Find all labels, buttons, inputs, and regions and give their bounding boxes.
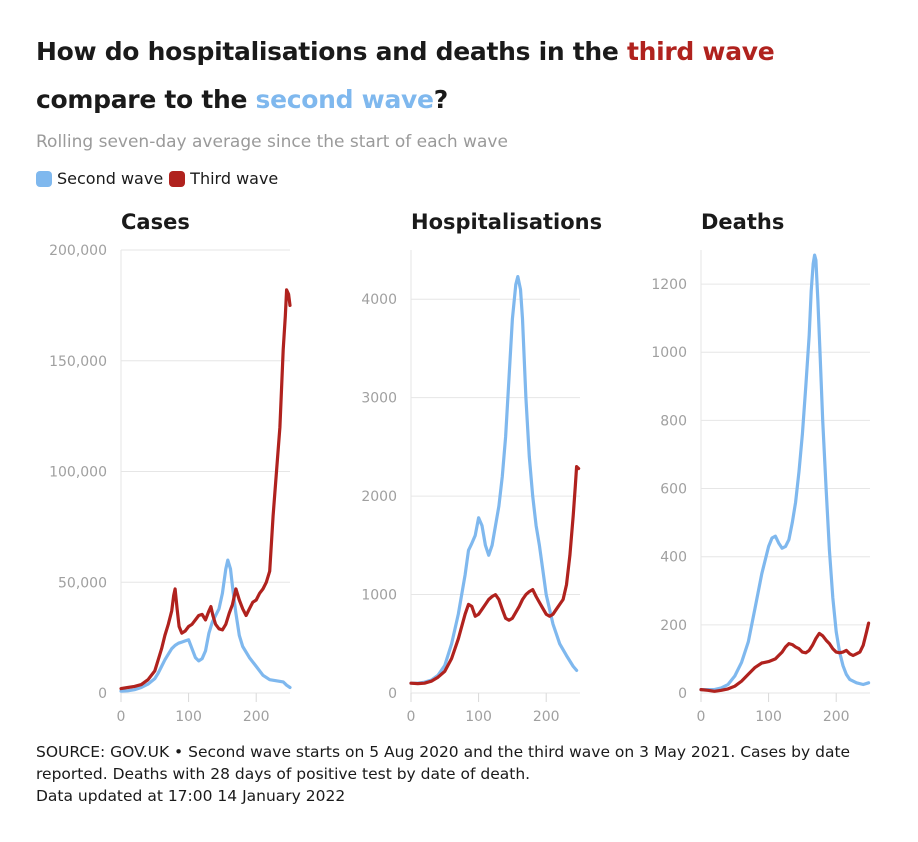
panel-title-cases: Cases — [121, 210, 190, 234]
cases-second-wave-line — [119, 558, 292, 693]
legend: Second wave Third wave — [36, 169, 284, 188]
cases-x-tick-label: 0 — [117, 709, 126, 725]
title-part-2: compare to the — [36, 85, 256, 114]
hospitalisations-y-tick-label: 3000 — [361, 391, 397, 407]
legend-item-third-wave: Third wave — [169, 169, 278, 188]
cases-y-tick-label: 50,000 — [58, 575, 107, 591]
title-part-1: How do hospitalisations and deaths in th… — [36, 37, 627, 66]
deaths-y-tick-label: 1000 — [651, 345, 687, 361]
deaths-y-tick-label: 1200 — [651, 277, 687, 293]
hospitalisations-y-tick-label: 2000 — [361, 489, 397, 505]
hospitalisations-x-tick-label: 0 — [407, 709, 416, 725]
cases-third-wave-line — [119, 288, 292, 691]
cases-y-tick-label: 150,000 — [49, 354, 107, 370]
legend-label-third-wave: Third wave — [190, 169, 279, 188]
deaths-third-wave-line — [699, 621, 871, 693]
footer: SOURCE: GOV.UK • Second wave starts on 5… — [36, 741, 896, 807]
hospitalisations-y-tick-label: 4000 — [361, 292, 397, 308]
panel-title-deaths: Deaths — [701, 210, 785, 234]
deaths-x-tick-label: 200 — [823, 709, 850, 725]
title-part-3: ? — [433, 85, 449, 114]
hospitalisations-third-wave-line — [409, 465, 581, 686]
deaths-x-tick-label: 100 — [755, 709, 782, 725]
deaths-second-wave-line — [699, 253, 871, 692]
cases-y-tick-label: 100,000 — [49, 465, 107, 481]
legend-item-second-wave: Second wave — [36, 169, 163, 188]
legend-swatch-third-wave — [169, 170, 186, 187]
cases-y-tick-label: 0 — [98, 686, 107, 702]
deaths-y-tick-label: 0 — [678, 686, 687, 702]
cases-x-tick-label: 200 — [243, 709, 270, 725]
chart-title: How do hospitalisations and deaths in th… — [36, 28, 896, 124]
title-highlight-third-wave: third wave — [626, 37, 775, 66]
footer-updated-note: Data updated at 17:00 14 January 2022 — [36, 787, 346, 805]
deaths-y-tick-label: 200 — [660, 618, 687, 634]
chart-subtitle: Rolling seven-day average since the star… — [36, 132, 508, 152]
legend-swatch-second-wave — [36, 170, 52, 187]
hospitalisations-second-wave-line — [409, 275, 579, 685]
hospitalisations-y-tick-label: 1000 — [361, 588, 397, 604]
hospitalisations-x-tick-label: 200 — [533, 709, 560, 725]
deaths-x-tick-label: 0 — [697, 709, 706, 725]
hospitalisations-x-tick-label: 100 — [465, 709, 492, 725]
deaths-y-tick-label: 400 — [660, 550, 687, 566]
cases-y-tick-label: 200,000 — [49, 243, 107, 259]
legend-label-second-wave: Second wave — [57, 169, 164, 188]
hospitalisations-y-tick-label: 0 — [388, 686, 397, 702]
deaths-y-tick-label: 800 — [660, 413, 687, 429]
title-highlight-second-wave: second wave — [255, 85, 434, 114]
footer-source-note: SOURCE: GOV.UK • Second wave starts on 5… — [36, 743, 851, 783]
deaths-y-tick-label: 600 — [660, 482, 687, 498]
panel-title-hospitalisations: Hospitalisations — [411, 210, 603, 234]
cases-x-tick-label: 100 — [175, 709, 202, 725]
